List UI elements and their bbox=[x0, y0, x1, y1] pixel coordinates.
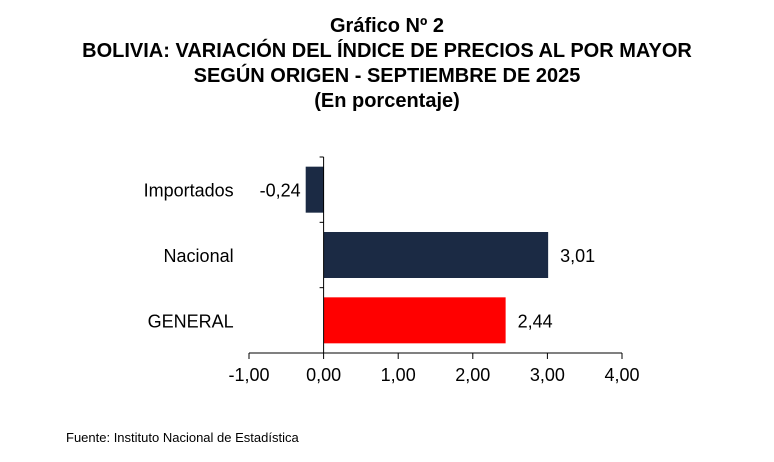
data-label: 2,44 bbox=[518, 311, 553, 331]
bar-nacional bbox=[323, 232, 549, 278]
chart-subtitle: (En porcentaje) bbox=[314, 90, 460, 112]
bar-importados bbox=[305, 166, 324, 213]
source-note: Fuente: Instituto Nacional de Estadístic… bbox=[66, 430, 299, 445]
figure-number-title: Gráfico Nº 2 bbox=[329, 15, 444, 37]
data-label: -0,24 bbox=[260, 181, 301, 201]
category-label: Nacional bbox=[164, 246, 234, 266]
x-tick-label: 2,00 bbox=[455, 365, 490, 385]
x-tick-label: 0,00 bbox=[306, 365, 341, 385]
chart-title-line-1: BOLIVIA: VARIACIÓN DEL ÍNDICE DE PRECIOS… bbox=[82, 40, 692, 62]
data-label: 3,01 bbox=[560, 246, 595, 266]
x-tick-label: 3,00 bbox=[530, 365, 565, 385]
category-label: Importados bbox=[144, 181, 234, 201]
x-tick-label: 1,00 bbox=[381, 365, 416, 385]
x-tick-label: -1,00 bbox=[228, 365, 269, 385]
bar-general bbox=[323, 297, 506, 344]
category-label: GENERAL bbox=[148, 311, 234, 331]
chart-title-line-2: SEGÚN ORIGEN - SEPTIEMBRE DE 2025 bbox=[193, 65, 581, 87]
x-tick-label: 4,00 bbox=[604, 365, 639, 385]
chart-title-block: Gráfico Nº 2 BOLIVIA: VARIACIÓN DEL ÍNDI… bbox=[0, 14, 774, 114]
